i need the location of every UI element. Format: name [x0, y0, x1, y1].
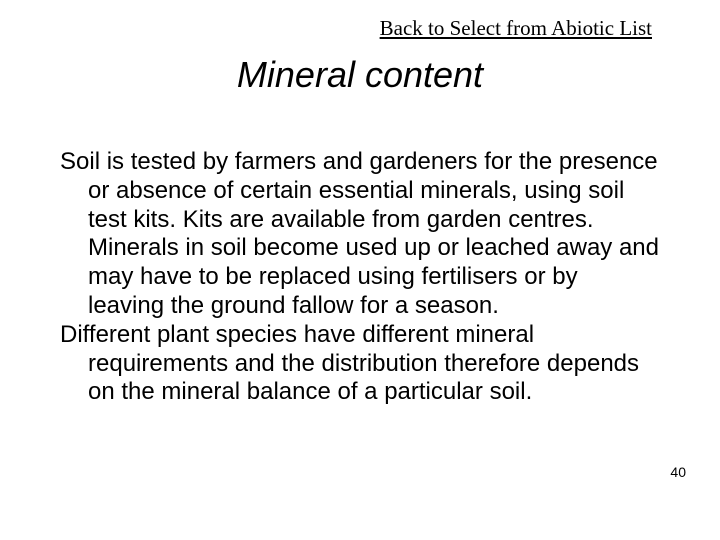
page-title: Mineral content	[0, 54, 720, 96]
paragraph-2: Different plant species have different m…	[60, 321, 660, 407]
back-link[interactable]: Back to Select from Abiotic List	[380, 16, 652, 41]
body-content: Soil is tested by farmers and gardeners …	[60, 148, 660, 407]
page-number: 40	[670, 464, 686, 480]
paragraph-1: Soil is tested by farmers and gardeners …	[60, 148, 660, 321]
